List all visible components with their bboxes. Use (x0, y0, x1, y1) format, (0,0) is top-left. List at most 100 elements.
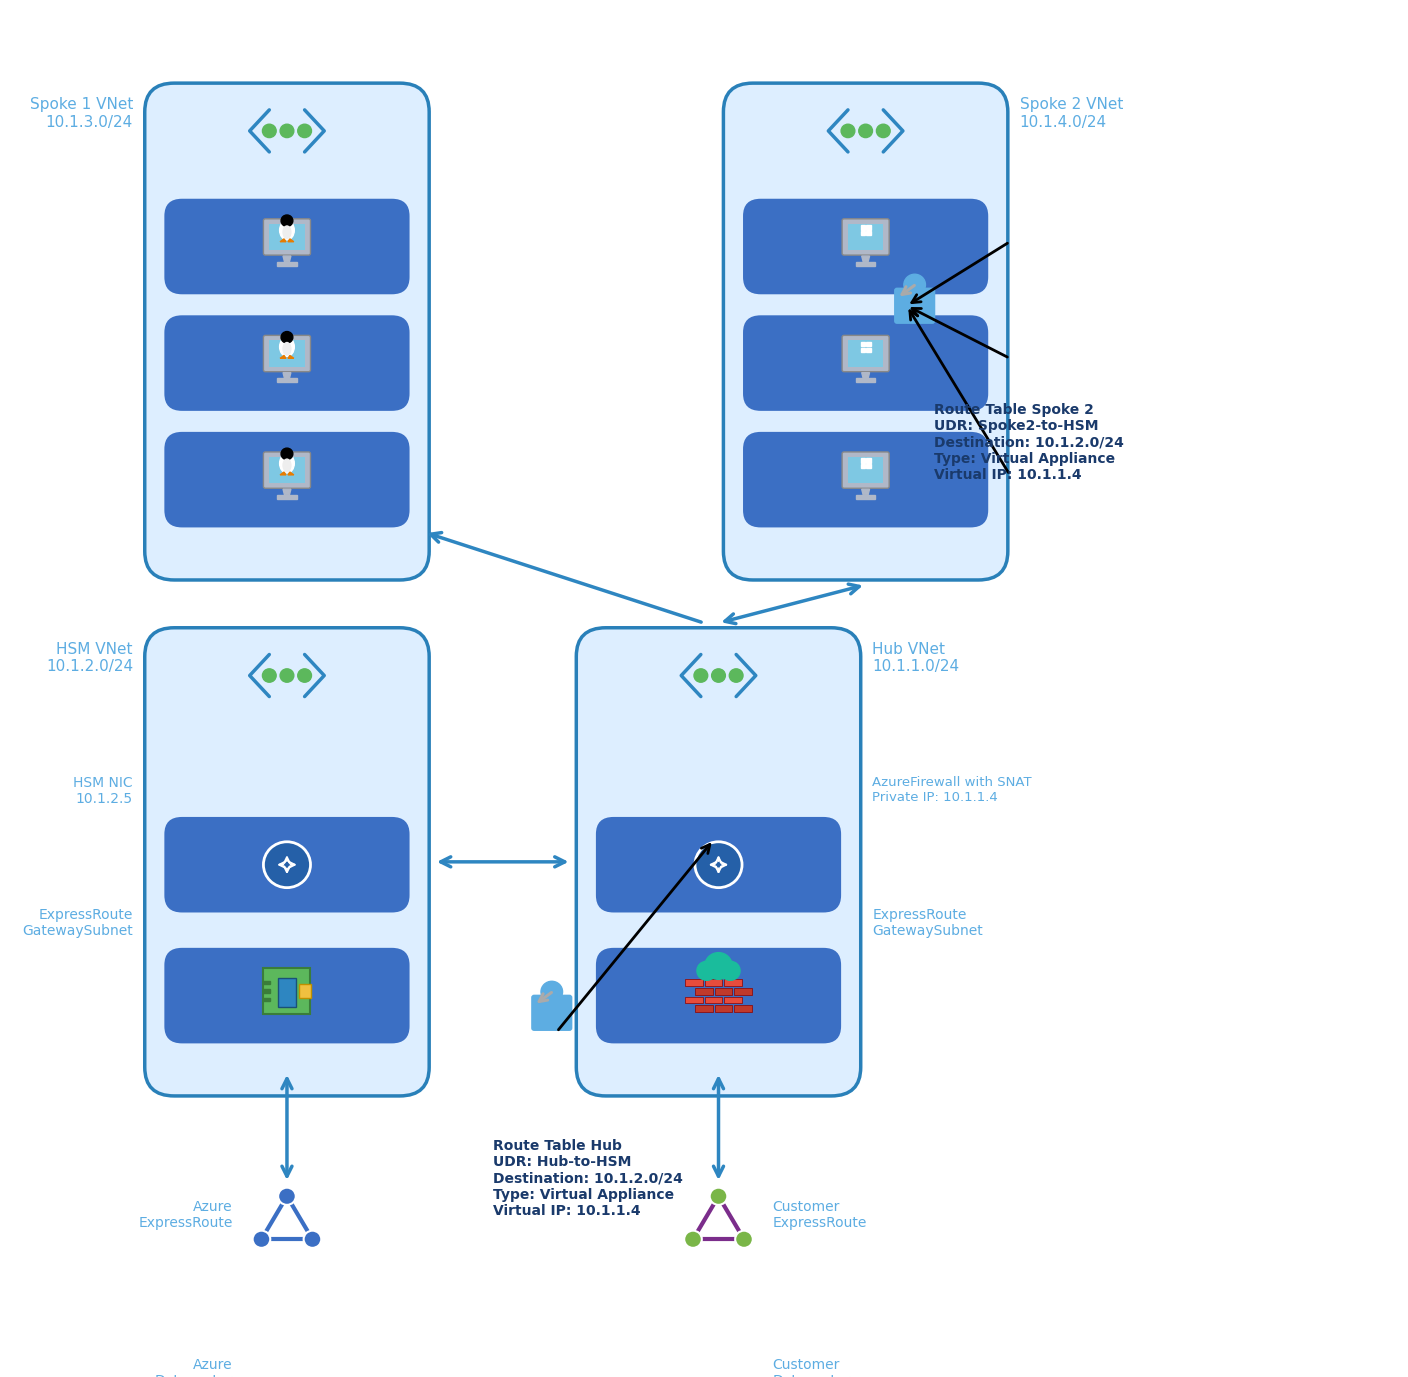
Bar (715, 1005, 732, 1012)
Circle shape (304, 1231, 321, 1248)
FancyBboxPatch shape (165, 817, 410, 913)
Bar (866, 226, 870, 230)
Bar (263, 998, 270, 1001)
Circle shape (710, 1188, 728, 1205)
FancyBboxPatch shape (145, 628, 429, 1096)
Bar (866, 231, 870, 235)
FancyBboxPatch shape (596, 817, 841, 913)
Ellipse shape (280, 454, 294, 472)
Polygon shape (277, 494, 297, 498)
Bar (860, 226, 865, 230)
Bar (724, 997, 742, 1004)
Circle shape (262, 124, 276, 138)
Circle shape (696, 841, 742, 888)
Polygon shape (856, 494, 876, 498)
FancyBboxPatch shape (894, 288, 935, 324)
Circle shape (263, 841, 311, 888)
FancyBboxPatch shape (842, 219, 890, 255)
FancyBboxPatch shape (165, 947, 410, 1044)
Bar (686, 997, 703, 1004)
Polygon shape (289, 238, 294, 242)
Circle shape (841, 124, 855, 138)
Bar (860, 459, 865, 463)
FancyBboxPatch shape (694, 1356, 743, 1370)
Ellipse shape (262, 1338, 311, 1349)
Bar (263, 968, 311, 1013)
Bar (860, 347, 865, 351)
Circle shape (282, 215, 293, 226)
Circle shape (282, 448, 293, 460)
Ellipse shape (280, 337, 294, 357)
Bar (734, 1005, 752, 1012)
FancyBboxPatch shape (165, 198, 410, 295)
Polygon shape (862, 489, 870, 494)
Text: AzureFirewall with SNAT
Private IP: 10.1.1.4: AzureFirewall with SNAT Private IP: 10.1… (873, 775, 1032, 804)
FancyBboxPatch shape (263, 452, 311, 489)
Text: Azure
Datacenter: Azure Datacenter (155, 1358, 232, 1377)
Polygon shape (280, 238, 286, 242)
Bar (866, 459, 870, 463)
Ellipse shape (694, 1365, 743, 1374)
Bar (715, 987, 732, 994)
Bar (860, 341, 865, 346)
Circle shape (279, 1188, 296, 1205)
Text: Spoke 1 VNet
10.1.3.0/24: Spoke 1 VNet 10.1.3.0/24 (30, 98, 132, 129)
Ellipse shape (694, 1352, 743, 1362)
Circle shape (282, 332, 293, 343)
Circle shape (697, 961, 717, 980)
FancyBboxPatch shape (262, 1369, 311, 1377)
FancyBboxPatch shape (694, 1344, 743, 1358)
Ellipse shape (694, 1338, 743, 1349)
Text: Customer
ExpressRoute: Customer ExpressRoute (773, 1201, 867, 1231)
Ellipse shape (283, 343, 291, 355)
Polygon shape (862, 256, 870, 262)
Bar (860, 464, 865, 468)
Circle shape (721, 961, 741, 980)
FancyBboxPatch shape (842, 452, 890, 489)
Bar (263, 989, 270, 993)
Ellipse shape (283, 226, 291, 238)
Circle shape (280, 669, 294, 682)
FancyBboxPatch shape (269, 223, 304, 251)
Circle shape (711, 669, 725, 682)
FancyBboxPatch shape (263, 219, 311, 255)
Circle shape (876, 124, 890, 138)
FancyBboxPatch shape (269, 457, 304, 483)
Ellipse shape (280, 220, 294, 240)
FancyBboxPatch shape (145, 83, 429, 580)
Bar (263, 980, 270, 985)
FancyBboxPatch shape (269, 340, 304, 366)
Circle shape (252, 1231, 270, 1248)
Text: ExpressRoute
GatewaySubnet: ExpressRoute GatewaySubnet (23, 907, 132, 938)
FancyBboxPatch shape (848, 340, 883, 366)
Circle shape (859, 124, 873, 138)
Polygon shape (280, 355, 286, 358)
FancyBboxPatch shape (842, 336, 890, 372)
Circle shape (735, 1231, 753, 1248)
FancyBboxPatch shape (694, 1369, 743, 1377)
Ellipse shape (262, 1365, 311, 1374)
Polygon shape (283, 256, 291, 262)
Circle shape (705, 953, 732, 979)
FancyBboxPatch shape (262, 1344, 311, 1358)
Text: Azure
ExpressRoute: Azure ExpressRoute (138, 1201, 232, 1231)
Circle shape (904, 274, 925, 295)
Bar (866, 341, 870, 346)
Polygon shape (856, 262, 876, 266)
Ellipse shape (283, 459, 291, 471)
Circle shape (297, 124, 311, 138)
Bar (860, 231, 865, 235)
Text: Route Table Hub
UDR: Hub-to-HSM
Destination: 10.1.2.0/24
Type: Virtual Appliance: Route Table Hub UDR: Hub-to-HSM Destinat… (493, 1139, 683, 1217)
Bar (866, 347, 870, 351)
Circle shape (729, 669, 743, 682)
Text: Hub VNet
10.1.1.0/24: Hub VNet 10.1.1.0/24 (873, 642, 960, 675)
Polygon shape (283, 489, 291, 494)
Bar (705, 979, 722, 986)
Circle shape (684, 1231, 701, 1248)
Bar (686, 979, 703, 986)
Polygon shape (862, 373, 870, 379)
Bar (696, 987, 712, 994)
Circle shape (541, 982, 563, 1002)
Polygon shape (280, 472, 286, 475)
Bar (705, 997, 722, 1004)
